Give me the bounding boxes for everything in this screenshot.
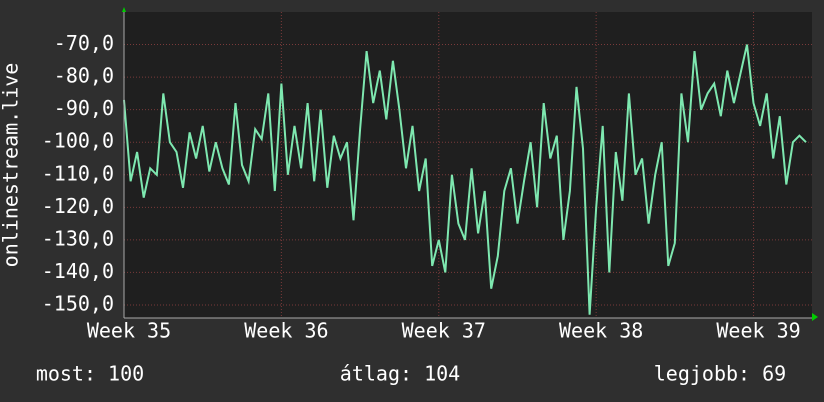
x-tick-label: Week 39: [716, 319, 800, 343]
y-tick-label: -70,0: [54, 31, 114, 55]
x-tick-label: Week 37: [402, 319, 486, 343]
y-tick-label: -100,0: [42, 129, 114, 153]
y-axis-label: onlinestream.live: [0, 63, 23, 268]
x-tick-label: Week 35: [87, 319, 171, 343]
y-tick-label: -80,0: [54, 64, 114, 88]
y-tick-label: -90,0: [54, 96, 114, 120]
legend-entry: legjobb: 69: [654, 362, 786, 386]
y-tick-label: -130,0: [42, 226, 114, 250]
axis-arrow: [812, 313, 818, 321]
axis-arrow: [122, 7, 126, 12]
legend-entry: átlag: 104: [340, 362, 460, 386]
y-tick-label: -140,0: [42, 259, 114, 283]
y-tick-label: -120,0: [42, 194, 114, 218]
y-tick-label: -110,0: [42, 161, 114, 185]
y-tick-label: -150,0: [42, 291, 114, 315]
x-tick-label: Week 36: [244, 319, 328, 343]
x-tick-label: Week 38: [559, 319, 643, 343]
plot-area: [124, 12, 812, 318]
data-line: [123, 44, 807, 315]
legend-entry: most: 100: [36, 362, 144, 386]
